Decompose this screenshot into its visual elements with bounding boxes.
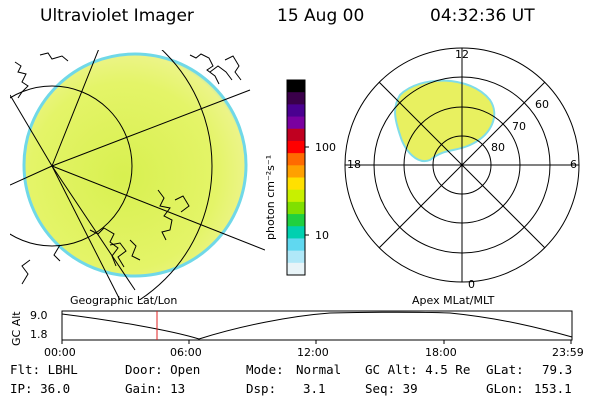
dsp-label: Dsp: bbox=[246, 381, 277, 396]
colorbar-tick-100: 100 bbox=[315, 141, 336, 154]
lat-label-70: 70 bbox=[512, 120, 526, 133]
colorbar-segment bbox=[287, 201, 305, 215]
flt-info: Flt: LBHL bbox=[10, 362, 78, 377]
x-ticks bbox=[61, 340, 572, 344]
lat-label-60: 60 bbox=[535, 98, 549, 111]
mlt-label-12: 12 bbox=[455, 48, 469, 61]
gc-alt-info: GC Alt: 4.5 Re bbox=[365, 362, 471, 377]
mode-value: Normal bbox=[296, 362, 342, 377]
colorbar-segment bbox=[287, 262, 305, 276]
altitude-plot bbox=[61, 310, 573, 344]
glon-label: GLon: bbox=[486, 381, 524, 396]
colorbar bbox=[286, 79, 309, 276]
xtick-2359: 23:59 bbox=[552, 346, 584, 359]
colorbar-segment bbox=[287, 128, 305, 142]
colorbar-segment bbox=[287, 104, 305, 118]
instrument-title: Ultraviolet Imager bbox=[40, 6, 194, 26]
colorbar-segment bbox=[287, 189, 305, 203]
door-info: Door: Open bbox=[125, 362, 201, 377]
polar-panel-label: Apex MLat/MLT bbox=[412, 294, 495, 307]
glat-label: GLat: bbox=[486, 362, 524, 377]
auroral-oval bbox=[394, 79, 496, 163]
altitude-frame bbox=[61, 310, 573, 341]
time-label: 04:32:36 UT bbox=[430, 6, 535, 26]
polar-panel bbox=[344, 47, 580, 283]
mlt-label-0: 0 bbox=[468, 278, 475, 291]
gain-info: Gain: 13 bbox=[125, 381, 186, 396]
colorbar-segment bbox=[287, 153, 305, 166]
xtick-0600: 06:00 bbox=[170, 346, 202, 359]
geographic-panel bbox=[10, 50, 265, 300]
mlt-label-6: 6 bbox=[570, 158, 577, 171]
geo-grid bbox=[10, 50, 265, 300]
xtick-1200: 12:00 bbox=[297, 346, 329, 359]
mlt-label-18: 18 bbox=[347, 158, 361, 171]
colorbar-frame bbox=[286, 79, 306, 276]
coastline bbox=[14, 52, 242, 285]
glon-value: 153.1 bbox=[534, 381, 572, 396]
colorbar-segment bbox=[287, 177, 305, 191]
glat-value: 79.3 bbox=[542, 362, 573, 377]
colorbar-segment bbox=[287, 250, 305, 264]
mode-label: Mode: bbox=[246, 362, 284, 377]
altitude-ytick-1-8: 1.8 bbox=[30, 328, 48, 341]
seq-info: Seq: 39 bbox=[365, 381, 418, 396]
colorbar-segment bbox=[287, 92, 305, 105]
lat-label-80: 80 bbox=[491, 141, 505, 154]
colorbar-unit-label: photon cm⁻²s⁻¹ bbox=[264, 154, 277, 240]
date-label: 15 Aug 00 bbox=[277, 6, 365, 26]
colorbar-segment bbox=[287, 80, 305, 93]
altitude-ytick-9: 9.0 bbox=[30, 309, 48, 322]
polar-grid bbox=[344, 47, 580, 283]
colorbar-segment bbox=[287, 165, 305, 178]
altitude-ylabel: GC Alt bbox=[10, 311, 23, 346]
colorbar-segment bbox=[287, 238, 305, 252]
colorbar-tick-10: 10 bbox=[315, 229, 329, 242]
altitude-curve bbox=[61, 311, 573, 340]
colorbar-segment bbox=[287, 226, 305, 239]
colorbar-segment bbox=[287, 214, 305, 227]
xtick-0000: 00:00 bbox=[44, 346, 76, 359]
colorbar-segment bbox=[287, 116, 305, 130]
xtick-1800: 18:00 bbox=[425, 346, 457, 359]
dsp-value: 3.1 bbox=[303, 381, 326, 396]
colorbar-segment bbox=[287, 140, 305, 154]
geo-panel-label: Geographic Lat/Lon bbox=[70, 294, 178, 307]
ip-info: IP: 36.0 bbox=[10, 381, 71, 396]
earth-disk bbox=[22, 52, 248, 278]
